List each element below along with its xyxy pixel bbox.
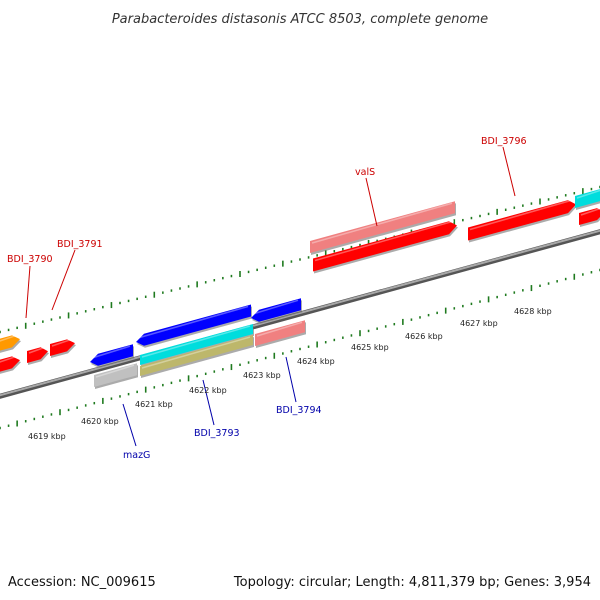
- gene-arrow-edge[interactable]: [579, 208, 600, 225]
- leader-mazg: [122, 403, 137, 447]
- gene-arrow-mazg[interactable]: [90, 344, 133, 366]
- leader-bdi-3794: [285, 356, 297, 403]
- gene-arrow-mazg-highlight: [91, 345, 131, 359]
- genome-backbone: [0, 229, 600, 399]
- lower-tick-track: [0, 268, 600, 430]
- map-title: Parabacteroides distasonis ATCC 8503, co…: [112, 12, 488, 27]
- gene-arrow-orange-highlight: [0, 334, 18, 342]
- gene-features: [0, 188, 600, 389]
- leader-bdi-3796: [502, 146, 516, 197]
- gene-arrow-bdi-3794[interactable]: [251, 298, 301, 322]
- gene-arrow-salmon-lower[interactable]: [255, 320, 305, 346]
- gene-arrow-bdi-3794-highlight: [252, 299, 299, 315]
- genome-stats-text: Topology: circular; Length: 4,811,379 bp…: [233, 575, 591, 590]
- gene-arrow-cyan-edge[interactable]: [575, 188, 600, 208]
- kbp-label: 4623 kbp: [243, 371, 281, 380]
- gene-arrow-khaki-highlight: [141, 336, 251, 369]
- gene-label-bdi-3796[interactable]: BDI_3796: [481, 136, 527, 147]
- gene-arrow-bdi-3793-highlight: [137, 305, 249, 339]
- gene-arrow-edge-highlight: [580, 207, 600, 216]
- gene-arrow-bdi-3793[interactable]: [136, 304, 251, 346]
- kbp-label: 4628 kbp: [514, 307, 552, 316]
- gene-label-bdi-3790[interactable]: BDI_3790: [7, 254, 53, 265]
- accession-text: Accession: NC_009615: [8, 575, 156, 590]
- gene-arrow-cyan-edge-highlight: [576, 189, 600, 199]
- gene-label-bdi-3793[interactable]: BDI_3793: [194, 428, 240, 439]
- kbp-scale-labels: 4619 kbp 4620 kbp 4621 kbp 4622 kbp 4623…: [28, 307, 552, 441]
- gene-arrow-cyan[interactable]: [140, 324, 253, 365]
- gene-arrow-bdi-3790-highlight: [0, 355, 18, 363]
- gene-arrow-salmon[interactable]: [310, 201, 455, 253]
- gene-arrow-gray-highlight: [95, 364, 135, 378]
- kbp-label: 4620 kbp: [81, 417, 119, 426]
- gene-label-vals[interactable]: valS: [355, 167, 375, 178]
- kbp-label: 4627 kbp: [460, 319, 498, 328]
- gene-arrow-salmon-highlight: [311, 202, 453, 244]
- gene-arrow-bdi-3791-highlight: [28, 346, 46, 354]
- kbp-label: 4622 kbp: [189, 386, 227, 395]
- gene-arrow-salmon-lower-highlight: [256, 321, 303, 337]
- gene-arrow-vals[interactable]: [313, 221, 457, 272]
- gene-arrow-orange[interactable]: [0, 335, 20, 352]
- kbp-label: 4619 kbp: [28, 432, 66, 441]
- gene-arrow-fwd-highlight: [51, 338, 73, 347]
- kbp-label: 4626 kbp: [405, 332, 443, 341]
- gene-label-mazg[interactable]: mazG: [123, 450, 150, 461]
- kbp-label: 4625 kbp: [351, 343, 389, 352]
- gene-arrow-cyan-highlight: [141, 325, 251, 358]
- gene-arrow-vals-highlight: [314, 220, 455, 262]
- gene-arrow-bdi-3796[interactable]: [468, 200, 576, 241]
- gene-arrow-fwd[interactable]: [50, 339, 75, 356]
- gene-label-bdi-3791[interactable]: BDI_3791: [57, 239, 103, 250]
- leader-bdi-3793: [202, 379, 215, 426]
- gene-label-bdi-3794[interactable]: BDI_3794: [276, 405, 322, 416]
- leader-bdi-3791: [51, 249, 76, 311]
- leader-vals: [365, 177, 378, 227]
- kbp-label: 4624 kbp: [297, 357, 335, 366]
- gene-arrow-bdi-3796-highlight: [469, 199, 574, 231]
- gene-arrow-bdi-3791[interactable]: [27, 347, 48, 363]
- gene-arrow-bdi-3790[interactable]: [0, 356, 20, 373]
- gene-arrow-gray[interactable]: [94, 363, 137, 387]
- kbp-label: 4621 kbp: [135, 400, 173, 409]
- gene-arrow-khaki[interactable]: [140, 335, 253, 376]
- leader-bdi-3790: [25, 265, 31, 319]
